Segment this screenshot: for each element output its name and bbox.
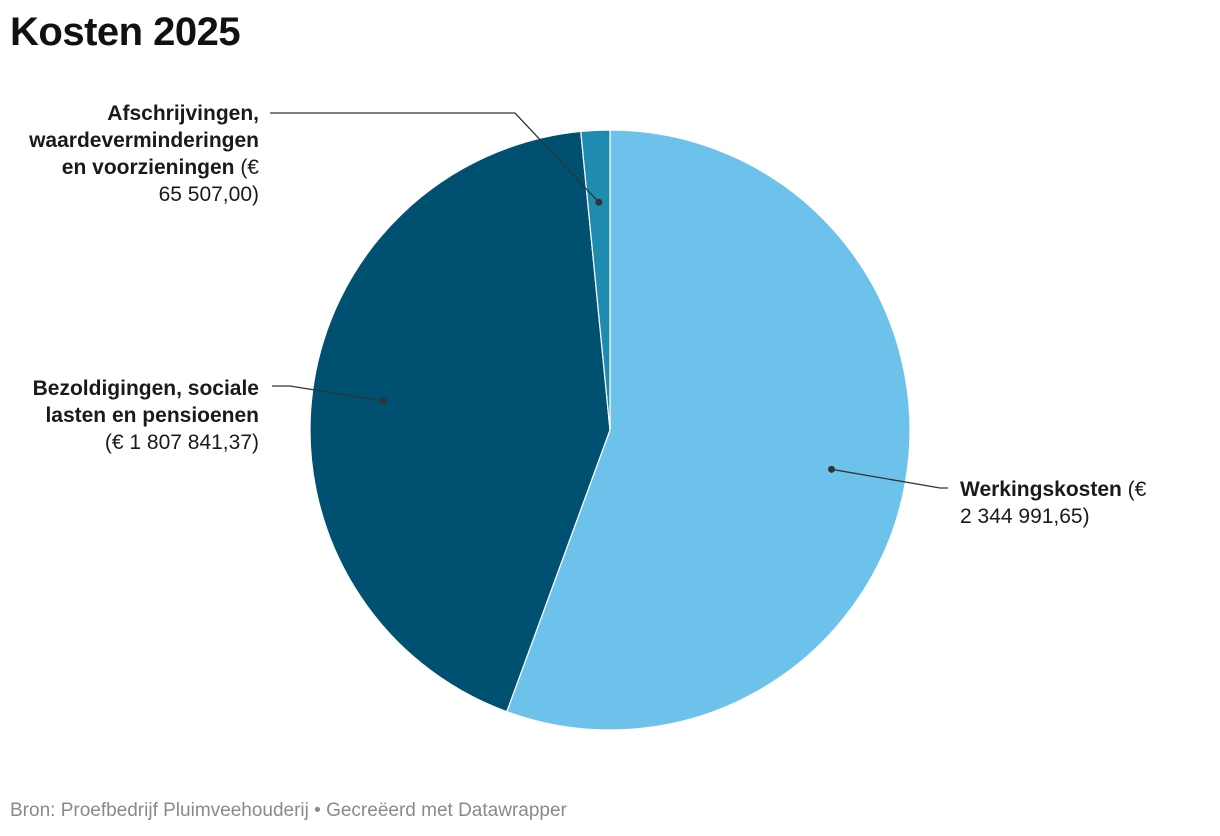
slice-label-werkingskosten: Werkingskosten (€ 2 344 991,65) [960,478,1147,528]
source-footer: Bron: Proefbedrijf Pluimveehouderij • Ge… [10,800,567,821]
leader-line [270,112,600,203]
slice-label-afschrijvingen: Afschrijvingen, waardeverminderingen en … [29,102,259,206]
leader-dot [595,198,603,206]
pie-slice [580,129,611,431]
leader-line [831,468,948,489]
leader-dot [828,465,836,473]
leader-dot [380,397,388,405]
chart-title: Kosten 2025 [10,10,241,54]
leader-line [272,385,384,402]
slice-label-bezoldigingen: Bezoldigingen, sociale lasten en pensioe… [32,377,259,454]
pie-slice [309,130,611,713]
